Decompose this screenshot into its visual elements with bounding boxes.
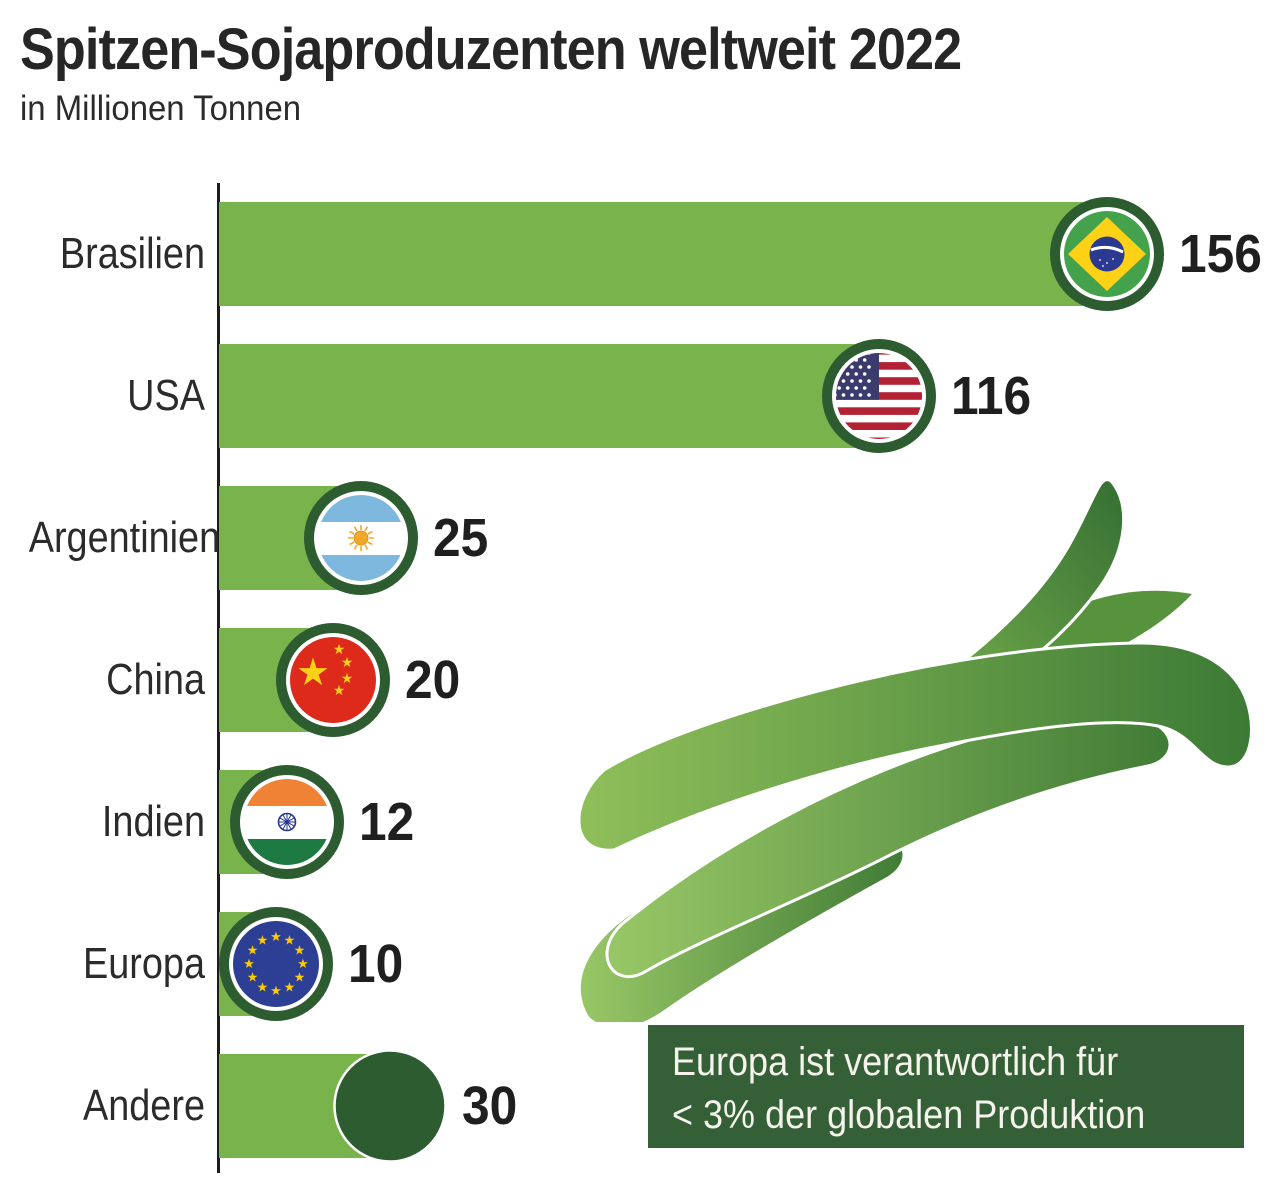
value-label-usa: 116 [951,366,1032,426]
category-label-europa: Europa [82,939,205,988]
category-label-china: China [106,655,205,704]
china-flag-icon: ★ ★ ★ ★ ★ [275,623,390,737]
annotation-line-1: Europa ist verantwortlich für [672,1040,1119,1084]
svg-text:★: ★ [296,650,330,694]
svg-text:★: ★ [333,683,346,699]
bar-row-usa: USA [0,325,1280,467]
argentina-flag-icon [304,481,419,595]
svg-text:★: ★ [247,944,259,959]
bar-usa [219,344,880,448]
y-axis-line [217,183,220,1173]
value-label-andere: 30 [461,1076,517,1136]
svg-text:★: ★ [257,980,269,995]
svg-text:★: ★ [243,957,255,972]
svg-text:★: ★ [333,642,346,658]
svg-text:★: ★ [294,971,306,986]
value-label-argentinien: 25 [433,508,489,568]
svg-text:★: ★ [270,930,282,945]
svg-text:★: ★ [297,957,309,972]
bar-brasilien [219,202,1107,306]
svg-text:★: ★ [341,655,354,671]
svg-text:★: ★ [284,980,296,995]
bar-rows: Brasilien [0,183,1280,1177]
value-label-indien: 12 [359,792,415,852]
usa-flag-icon [822,339,937,453]
category-label-usa: USA [127,371,205,420]
bar-row-argentinien: Argentinien [0,467,1280,609]
svg-text:★: ★ [294,944,306,959]
svg-text:★: ★ [284,934,296,949]
svg-text:★: ★ [270,984,282,999]
soy-pod-main [577,641,1253,852]
category-label-andere: Andere [82,1081,205,1130]
annotation-line-2: < 3% der globalen Produktion [672,1093,1146,1137]
bar-row-brasilien: Brasilien [0,183,1280,325]
soybean-pods-illustration [577,478,1253,1022]
chart-subtitle: in Millionen Tonnen [20,89,302,128]
andere-circle-icon [332,1049,447,1163]
bar-row-indien: Indien [0,751,1280,893]
brazil-flag-icon [1049,197,1164,311]
svg-text:★: ★ [247,971,259,986]
bar-row-europa: Europa ★ ★ ★ ★ ★ ★ ★ ★ ★ [0,893,1280,1035]
india-flag-icon [230,765,345,879]
svg-text:★: ★ [341,671,354,687]
value-label-europa: 10 [348,934,404,994]
header: Spitzen-Sojaproduzenten weltweit 2022 in… [20,16,1066,129]
bar-row-china: China ★ ★ ★ ★ [0,609,1280,751]
eu-flag-icon: ★ ★ ★ ★ ★ ★ ★ ★ ★ ★ ★ ★ [219,907,333,1021]
category-label-argentinien: Argentinien [28,513,221,562]
svg-text:★: ★ [257,934,269,949]
category-label-indien: Indien [101,797,205,846]
category-label-brasilien: Brasilien [59,229,205,278]
annotation-box: Europa ist verantwortlich für < 3% der g… [648,1025,1244,1148]
bar-row-andere: Andere 30 [0,1035,1280,1177]
value-label-brasilien: 156 [1178,224,1262,284]
value-label-china: 20 [404,650,461,710]
chart-title: Spitzen-Sojaproduzenten weltweit 2022 [20,17,962,82]
